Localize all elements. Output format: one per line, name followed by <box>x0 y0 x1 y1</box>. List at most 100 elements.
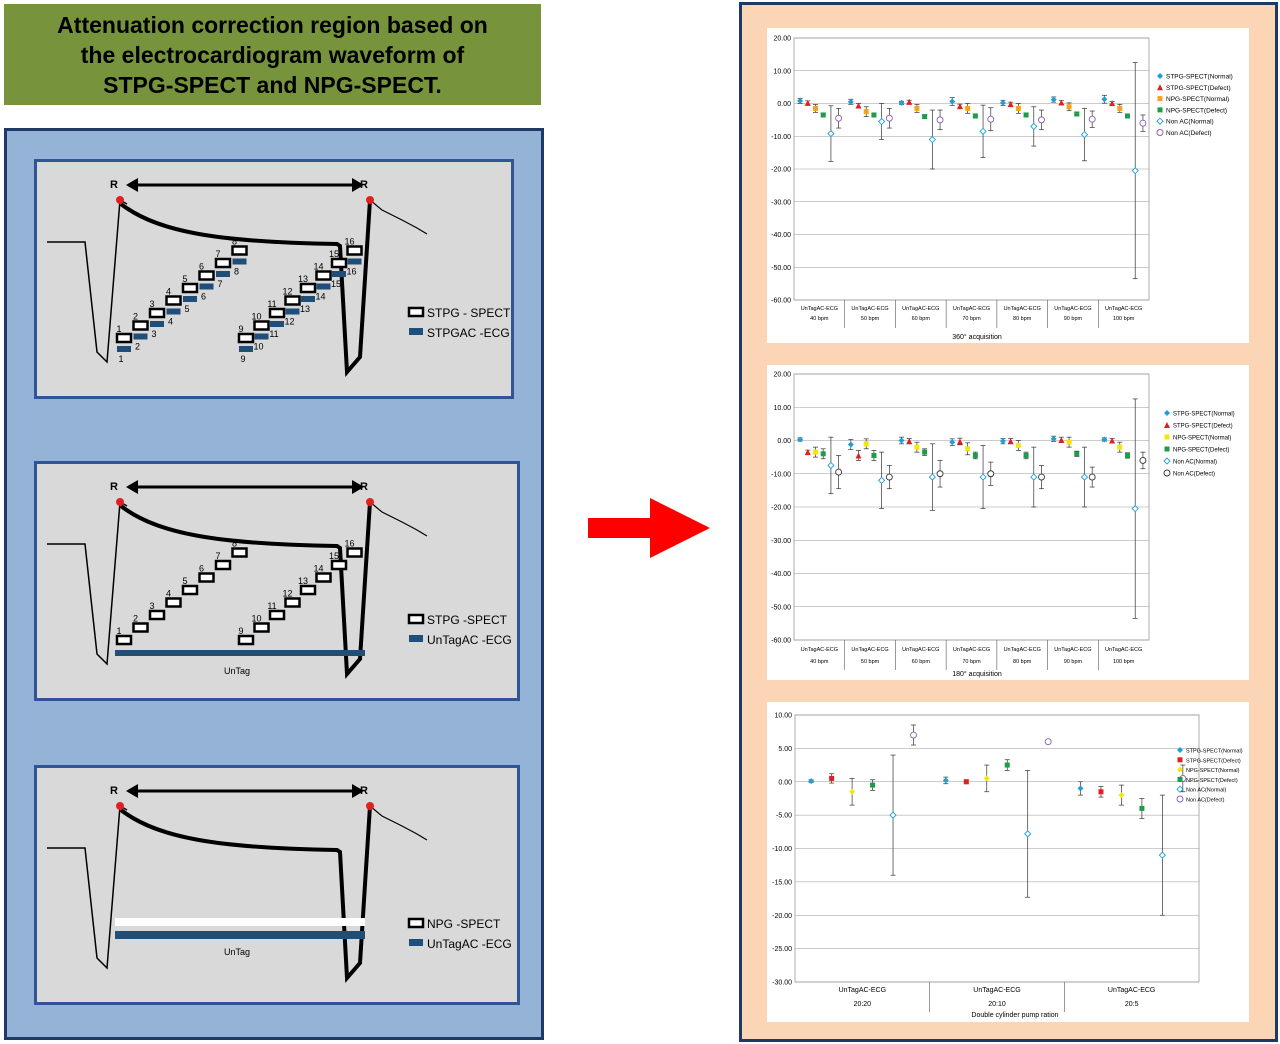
data-point <box>963 779 969 785</box>
npg-untag-diagram: R R UnTag NPG -SPECT UnTagAC -ECG <box>34 765 520 1005</box>
x-category-sublabel: 60 bpm <box>912 316 931 322</box>
data-point <box>999 99 1006 106</box>
data-point <box>972 452 978 458</box>
data-point <box>1101 436 1108 443</box>
stpgac-gate-bar <box>316 283 331 290</box>
gate-number-label: 9 <box>238 626 243 636</box>
gate-number-label: 1 <box>116 324 121 334</box>
x-category-label: UnTagAC-ECG <box>1108 987 1155 994</box>
r-label-right: R <box>360 481 368 493</box>
x-category-label: UnTagAC-ECG <box>1054 306 1091 312</box>
ecg-diagram-svg: R R UnTag NPG -SPECT UnTagAC -ECG <box>47 784 512 984</box>
gate-number-label: 2 <box>133 312 138 322</box>
data-point <box>1157 84 1163 91</box>
x-category-label: UnTagAC-ECG <box>851 306 888 312</box>
data-point <box>1088 115 1096 123</box>
legend-label-top: STPG - SPECT <box>427 306 511 320</box>
r-peak-right-marker <box>366 196 374 204</box>
data-point <box>979 473 987 481</box>
legend-label-bottom: STPGAC -ECG <box>427 326 510 340</box>
gate-number-label: 13 <box>298 576 308 586</box>
legend-box-icon <box>407 306 425 318</box>
x-category-label: UnTagAC-ECG <box>902 306 939 312</box>
stpg-gate-box <box>231 547 248 558</box>
gate-number-label: 12 <box>282 589 292 599</box>
ecg-trace-left <box>47 804 128 970</box>
x-category-sublabel: 20:10 <box>988 1001 1006 1008</box>
data-point <box>1139 119 1147 127</box>
x-category-sublabel: 50 bpm <box>861 316 880 322</box>
data-point <box>1074 451 1080 457</box>
gate-number-label: 6 <box>199 262 204 272</box>
legend-entry: Non AC(Defect) <box>1173 472 1215 478</box>
figure-title: Attenuation correction region based on t… <box>57 11 488 98</box>
data-point <box>956 438 963 445</box>
x-category-sublabel: 70 bpm <box>962 316 981 322</box>
data-point <box>1124 452 1130 458</box>
data-point <box>1030 473 1038 481</box>
stpg-gate-box <box>268 307 286 319</box>
data-point <box>1158 851 1167 859</box>
stpg-gate-box <box>231 245 248 256</box>
y-tick-label: 0.00 <box>778 779 792 786</box>
data-point <box>1163 457 1171 465</box>
data-point <box>928 473 936 481</box>
x-axis-title: 180° acquisition <box>952 670 1002 678</box>
y-tick-label: -30.00 <box>771 538 791 545</box>
ecg-trace-main <box>119 199 372 378</box>
data-point <box>1139 805 1145 811</box>
legend-entry: STPG-SPECT(Normal) <box>1166 74 1233 81</box>
x-category-label: UnTagAC-ECG <box>801 306 838 312</box>
stpgac-gate-bar <box>117 346 131 352</box>
ecg-trace-main <box>119 805 372 984</box>
legend-entry: Non AC(Normal) <box>1186 788 1227 794</box>
data-point <box>1023 452 1029 458</box>
r-label-left: R <box>110 481 118 493</box>
y-tick-label: -40.00 <box>771 571 791 578</box>
gate-number-label: 12 <box>284 317 294 327</box>
legend-box-icon <box>407 917 425 929</box>
legend-entry: STPG-SPECT(Normal) <box>1186 749 1243 755</box>
chart-pump-ratio: 10.00 5.00 0.00 -5.00 -10.00 -15.00 -20.00 -25.… <box>767 702 1249 1022</box>
stpg-gate-box <box>315 572 332 583</box>
stpg-gate-box <box>214 559 232 571</box>
gate-number-label: 13 <box>298 274 308 284</box>
data-point <box>898 437 905 444</box>
data-point <box>1007 438 1014 445</box>
series-group <box>910 724 1187 793</box>
r-label-right: R <box>360 179 368 191</box>
data-point <box>871 112 877 118</box>
results-charts-panel: 20.00 10.00 0.00 -10.00 -20.00 -30.00 -40.00 -5… <box>739 2 1278 1042</box>
data-point <box>855 452 862 459</box>
gate-number-label: 13 <box>300 304 310 314</box>
x-category-label: UnTagAC-ECG <box>973 987 1020 994</box>
legend-entry: NPG-SPECT(Defect) <box>1173 448 1229 454</box>
x-category-sublabel: 100 bpm <box>1113 316 1135 322</box>
x-category-sublabel: 50 bpm <box>861 659 880 665</box>
r-label-right: R <box>360 785 368 797</box>
legend-entry: NPG-SPECT(Defect) <box>1186 778 1238 784</box>
data-point <box>956 103 963 110</box>
gate-number-label: 2 <box>135 342 140 352</box>
data-point <box>1024 830 1032 838</box>
legend-bar-icon <box>409 328 423 335</box>
gate-number-label: 16 <box>344 237 354 247</box>
chart-svg: 10.00 5.00 0.00 -5.00 -10.00 -15.00 -20.00 -25.… <box>772 713 1243 1020</box>
ecg-trace-left <box>47 500 128 666</box>
gate-number-label: 6 <box>199 564 204 574</box>
data-point <box>1177 776 1183 782</box>
data-point <box>1030 122 1038 131</box>
data-point <box>1038 116 1045 124</box>
stpg-gate-box <box>346 547 363 558</box>
y-tick-label: -40.00 <box>771 232 791 239</box>
data-point <box>983 775 990 782</box>
y-tick-label: 0.00 <box>777 438 791 445</box>
chart-svg: 20.00 10.00 0.00 -10.00 -20.00 -30.00 -40.00 -5… <box>771 36 1233 342</box>
x-category-label: UnTagAC-ECG <box>839 987 886 994</box>
gate-number-label: 3 <box>151 329 156 339</box>
untag-bar <box>115 931 365 939</box>
gate-number-label: 9 <box>238 324 243 334</box>
y-tick-label: -60.00 <box>771 638 791 645</box>
stpg-gate-box <box>330 559 348 571</box>
gate-number-label: 3 <box>149 299 154 309</box>
